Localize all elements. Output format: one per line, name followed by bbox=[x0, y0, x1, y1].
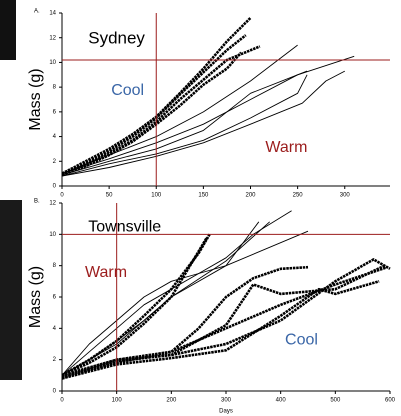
growth-line bbox=[61, 34, 247, 175]
x-axis-label: Days bbox=[219, 409, 233, 415]
y-axis-label: Mass (g) bbox=[27, 266, 44, 328]
growth-line bbox=[61, 258, 391, 379]
annotation: Cool bbox=[285, 331, 318, 348]
y-tick-label: 8 bbox=[53, 263, 57, 269]
x-tick-label: 500 bbox=[330, 398, 341, 404]
growth-line bbox=[61, 265, 309, 377]
y-tick-label: 6 bbox=[53, 295, 57, 301]
x-tick-label: 400 bbox=[276, 398, 287, 404]
y-tick-label: 12 bbox=[49, 35, 56, 41]
photo-edge bbox=[0, 0, 16, 60]
x-tick-label: 300 bbox=[221, 398, 232, 404]
annotation: Townsville bbox=[88, 219, 161, 236]
growth-line bbox=[61, 221, 271, 376]
y-tick-label: 0 bbox=[53, 184, 57, 190]
x-tick-label: 100 bbox=[151, 193, 162, 199]
annotation: Cool bbox=[111, 82, 144, 99]
annotation: Sydney bbox=[88, 28, 145, 47]
y-axis-label: Mass (g) bbox=[27, 68, 44, 130]
photo-edge bbox=[0, 200, 22, 380]
y-tick-label: 10 bbox=[49, 232, 56, 238]
annotation: Warm bbox=[85, 264, 127, 281]
y-tick-label: 4 bbox=[53, 134, 57, 140]
growth-line bbox=[61, 210, 292, 376]
x-tick-label: 300 bbox=[340, 193, 351, 199]
y-tick-label: 2 bbox=[53, 357, 57, 363]
x-tick-label: 0 bbox=[60, 398, 64, 404]
growth-line bbox=[61, 44, 298, 175]
panel-label: B. bbox=[34, 199, 40, 205]
y-tick-label: 2 bbox=[53, 159, 57, 165]
growth-line bbox=[61, 233, 211, 377]
x-tick-label: 200 bbox=[245, 193, 256, 199]
y-tick-label: 12 bbox=[49, 201, 56, 207]
growth-line bbox=[61, 280, 380, 380]
y-tick-label: 6 bbox=[53, 109, 57, 115]
growth-line bbox=[61, 236, 209, 377]
y-tick-label: 8 bbox=[53, 85, 57, 91]
y-tick-label: 14 bbox=[49, 11, 56, 17]
y-tick-label: 10 bbox=[49, 60, 56, 66]
x-tick-label: 50 bbox=[106, 193, 113, 199]
x-tick-label: 150 bbox=[198, 193, 209, 199]
y-tick-label: 0 bbox=[53, 389, 57, 395]
growth-line bbox=[61, 70, 308, 176]
x-tick-label: 200 bbox=[166, 398, 177, 404]
growth-line bbox=[61, 221, 260, 376]
x-tick-label: 100 bbox=[112, 398, 123, 404]
growth-line bbox=[61, 74, 308, 177]
y-tick-label: 4 bbox=[53, 326, 57, 332]
annotation: Warm bbox=[265, 139, 307, 156]
panel-label: A. bbox=[34, 9, 40, 15]
growth-line bbox=[61, 70, 346, 177]
x-tick-label: 0 bbox=[60, 193, 64, 199]
x-tick-label: 250 bbox=[293, 193, 304, 199]
x-tick-label: 600 bbox=[385, 398, 396, 404]
